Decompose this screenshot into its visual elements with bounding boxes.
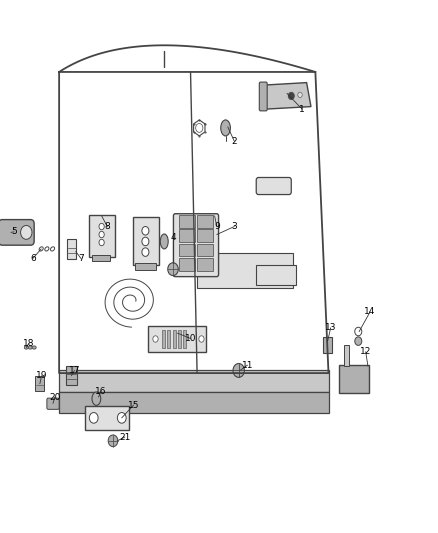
Text: 13: 13 bbox=[325, 324, 336, 332]
FancyBboxPatch shape bbox=[197, 258, 213, 271]
Text: 21: 21 bbox=[119, 433, 131, 441]
FancyBboxPatch shape bbox=[35, 376, 44, 391]
FancyBboxPatch shape bbox=[135, 263, 156, 270]
Text: 1: 1 bbox=[299, 105, 305, 114]
FancyBboxPatch shape bbox=[47, 398, 59, 409]
FancyBboxPatch shape bbox=[256, 265, 296, 285]
FancyBboxPatch shape bbox=[183, 330, 186, 348]
FancyBboxPatch shape bbox=[197, 244, 213, 256]
FancyBboxPatch shape bbox=[92, 255, 110, 261]
Ellipse shape bbox=[92, 392, 101, 405]
Circle shape bbox=[89, 413, 98, 423]
Ellipse shape bbox=[24, 346, 28, 349]
Text: 20: 20 bbox=[49, 393, 60, 401]
Circle shape bbox=[199, 336, 204, 342]
Circle shape bbox=[288, 92, 294, 100]
Text: 8: 8 bbox=[104, 222, 110, 231]
Circle shape bbox=[99, 239, 104, 246]
Text: 16: 16 bbox=[95, 387, 106, 396]
Text: 11: 11 bbox=[242, 361, 253, 369]
Text: 2: 2 bbox=[232, 137, 237, 146]
FancyBboxPatch shape bbox=[344, 345, 349, 366]
Ellipse shape bbox=[160, 234, 168, 249]
Circle shape bbox=[233, 364, 244, 377]
FancyBboxPatch shape bbox=[59, 370, 328, 392]
Text: 5: 5 bbox=[11, 228, 17, 236]
Circle shape bbox=[99, 223, 104, 230]
FancyBboxPatch shape bbox=[179, 215, 195, 228]
FancyBboxPatch shape bbox=[256, 177, 291, 195]
Text: 12: 12 bbox=[360, 348, 371, 356]
Text: 15: 15 bbox=[128, 401, 139, 409]
Circle shape bbox=[142, 237, 149, 246]
Polygon shape bbox=[261, 83, 311, 109]
FancyBboxPatch shape bbox=[59, 392, 328, 413]
FancyBboxPatch shape bbox=[179, 229, 195, 242]
Text: 14: 14 bbox=[364, 308, 376, 316]
Ellipse shape bbox=[39, 247, 43, 251]
FancyBboxPatch shape bbox=[179, 244, 195, 256]
FancyBboxPatch shape bbox=[85, 406, 129, 430]
FancyBboxPatch shape bbox=[173, 330, 176, 348]
FancyBboxPatch shape bbox=[197, 253, 293, 288]
Text: 4: 4 bbox=[170, 233, 176, 241]
FancyBboxPatch shape bbox=[179, 258, 195, 271]
FancyBboxPatch shape bbox=[67, 239, 76, 259]
FancyBboxPatch shape bbox=[148, 326, 206, 352]
Text: 7: 7 bbox=[78, 254, 84, 263]
FancyBboxPatch shape bbox=[197, 215, 213, 228]
FancyBboxPatch shape bbox=[323, 337, 332, 353]
Circle shape bbox=[153, 336, 158, 342]
Text: 17: 17 bbox=[69, 366, 80, 375]
FancyBboxPatch shape bbox=[89, 215, 115, 257]
FancyBboxPatch shape bbox=[162, 330, 165, 348]
Text: 19: 19 bbox=[36, 372, 47, 380]
Ellipse shape bbox=[50, 247, 55, 251]
FancyBboxPatch shape bbox=[259, 82, 267, 111]
Text: 6: 6 bbox=[30, 254, 36, 263]
Ellipse shape bbox=[45, 247, 49, 251]
Circle shape bbox=[355, 327, 362, 336]
Text: 9: 9 bbox=[214, 222, 220, 231]
Circle shape bbox=[298, 92, 302, 98]
Circle shape bbox=[108, 435, 118, 447]
Circle shape bbox=[99, 231, 104, 238]
FancyBboxPatch shape bbox=[0, 220, 34, 245]
Text: 10: 10 bbox=[185, 334, 196, 343]
FancyBboxPatch shape bbox=[339, 365, 369, 393]
Circle shape bbox=[21, 225, 32, 239]
FancyBboxPatch shape bbox=[66, 366, 77, 385]
FancyBboxPatch shape bbox=[178, 330, 181, 348]
Circle shape bbox=[142, 248, 149, 256]
Circle shape bbox=[142, 227, 149, 235]
Circle shape bbox=[355, 337, 362, 345]
Circle shape bbox=[117, 413, 126, 423]
Text: 3: 3 bbox=[231, 222, 237, 231]
Ellipse shape bbox=[221, 120, 230, 136]
FancyBboxPatch shape bbox=[197, 229, 213, 242]
Circle shape bbox=[196, 124, 203, 132]
FancyBboxPatch shape bbox=[133, 217, 159, 265]
Circle shape bbox=[168, 263, 178, 276]
Text: 18: 18 bbox=[23, 340, 34, 348]
FancyBboxPatch shape bbox=[167, 330, 170, 348]
Ellipse shape bbox=[32, 346, 36, 349]
Ellipse shape bbox=[28, 346, 32, 349]
FancyBboxPatch shape bbox=[173, 214, 219, 277]
